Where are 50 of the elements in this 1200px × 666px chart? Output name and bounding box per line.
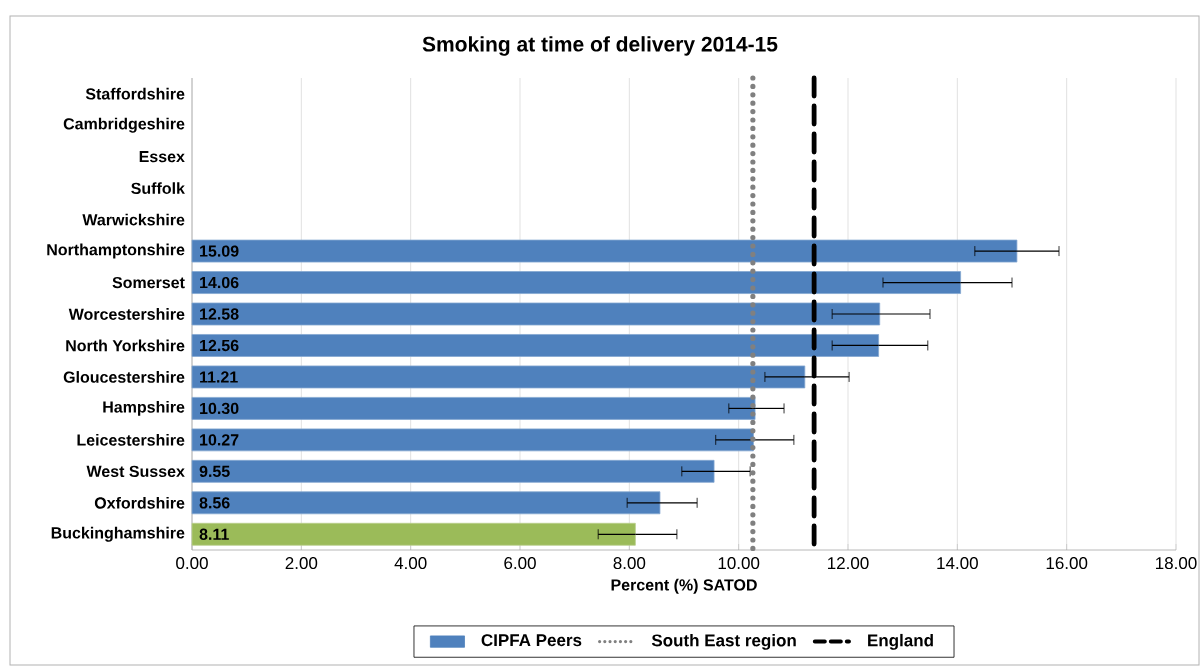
x-tick-label: 6.00 (504, 557, 536, 570)
bar (191, 522, 636, 546)
x-tick-label: 2.00 (285, 557, 318, 570)
bar (191, 302, 881, 326)
data-label: 12.56 (200, 339, 239, 352)
y-tick-label: Buckinghamshire (51, 526, 185, 542)
x-tick-label: 8.00 (613, 557, 646, 570)
y-tick-label: Warwickshire (82, 213, 185, 226)
data-label: 12.58 (200, 308, 239, 320)
chart-title: Smoking at time of delivery 2014-15 (422, 36, 778, 56)
data-label: 8.56 (199, 497, 230, 509)
y-tick-label: Worcestershire (68, 308, 185, 320)
y-tick-label: Somerset (112, 276, 185, 289)
legend-label: CIPFA Peers (481, 634, 582, 647)
data-label: 9.55 (199, 465, 230, 478)
data-label: 10.27 (200, 434, 239, 446)
data-label: 8.11 (199, 528, 229, 540)
legend-label: England (868, 633, 933, 650)
x-axis-title: Percent (%) SATOD (611, 578, 757, 594)
y-tick-label: Essex (139, 151, 185, 163)
data-label: 15.09 (200, 245, 239, 257)
bar (191, 397, 756, 420)
y-tick-label: Gloucestershire (63, 371, 185, 383)
bar (191, 271, 962, 294)
bar (191, 365, 806, 389)
y-tick-label: North Yorkshire (66, 339, 185, 352)
x-tick-label: 14.00 (937, 557, 978, 570)
y-tick-label: Suffolk (131, 182, 185, 195)
data-label: 10.30 (200, 402, 239, 415)
x-tick-label: 4.00 (394, 557, 427, 570)
x-tick-label: 10.00 (718, 557, 760, 570)
y-tick-label: Northamptonshire (47, 243, 185, 259)
y-tick-label: Hampshire (103, 400, 185, 416)
legend-label: South East region (651, 633, 796, 650)
x-tick-label: 18.00 (1156, 557, 1197, 570)
y-tick-label: Staffordshire (85, 87, 185, 100)
x-tick-label: 0.00 (176, 557, 208, 570)
x-tick-label: 12.00 (828, 557, 869, 570)
y-tick-label: Cambridgeshire (63, 117, 185, 133)
x-tick-label: 16.00 (1046, 557, 1088, 570)
bar (191, 239, 1018, 263)
y-tick-label: Leicestershire (77, 433, 185, 446)
bar (191, 428, 754, 452)
y-tick-label: West Sussex (86, 465, 185, 478)
bar (191, 334, 880, 357)
bar (191, 459, 715, 483)
data-label: 14.06 (200, 276, 239, 289)
data-label: 11.21 (200, 371, 238, 383)
bar (191, 491, 661, 515)
y-tick-label: Oxfordshire (94, 496, 185, 509)
